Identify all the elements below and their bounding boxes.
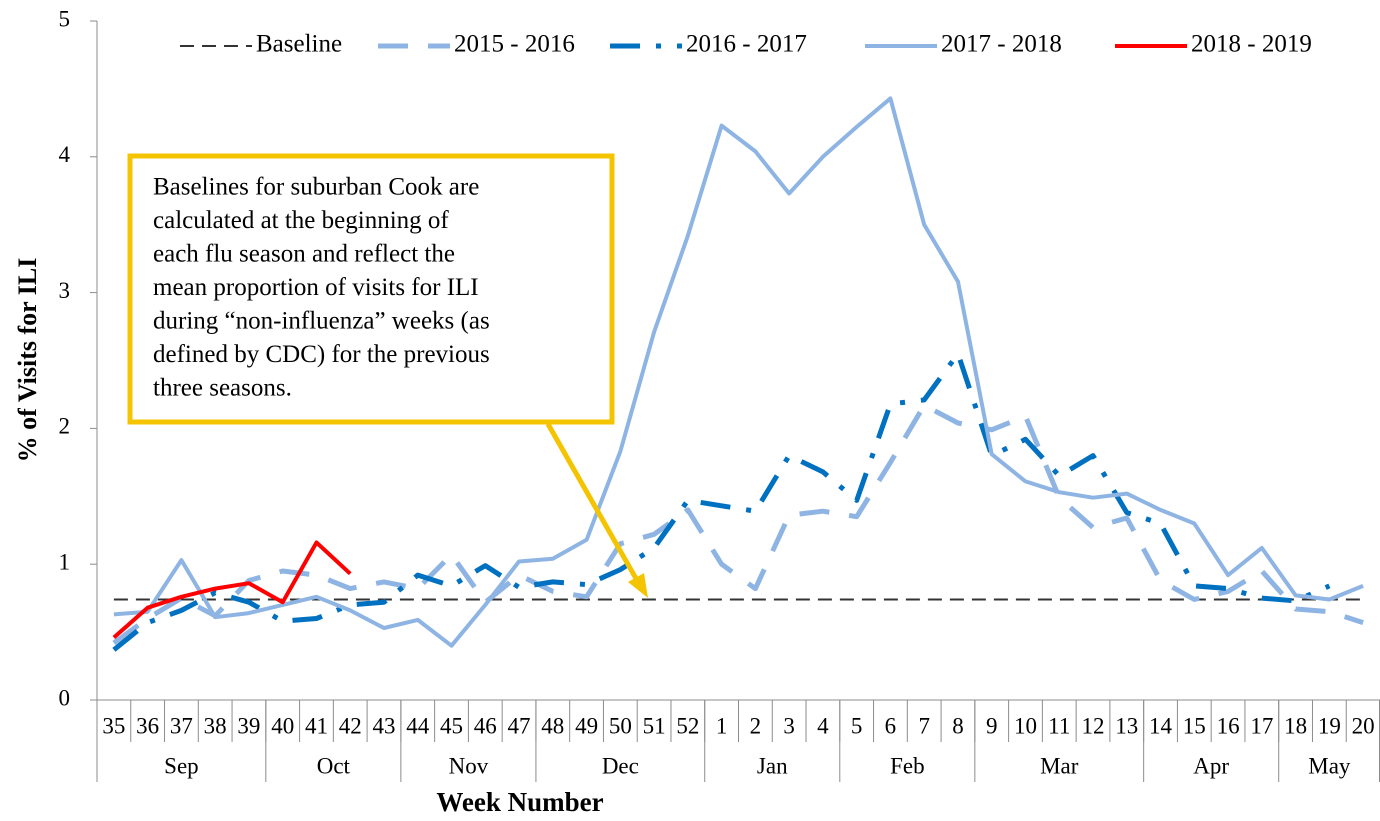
annotation-text: calculated at the beginning of bbox=[153, 207, 449, 234]
annotation-text: each flu season and reflect the bbox=[153, 241, 455, 268]
month-label: Oct bbox=[317, 753, 351, 778]
x-tick-label: 5 bbox=[851, 713, 863, 738]
x-tick-label: 1 bbox=[716, 713, 728, 738]
y-tick-label: 2 bbox=[59, 414, 71, 439]
month-label: Nov bbox=[449, 753, 489, 778]
x-tick-label: 40 bbox=[271, 713, 294, 738]
series-line bbox=[112, 540, 352, 639]
x-tick-label: 37 bbox=[170, 713, 193, 738]
x-tick-label: 48 bbox=[541, 713, 564, 738]
x-tick-label: 44 bbox=[406, 713, 430, 738]
x-tick-label: 7 bbox=[918, 713, 930, 738]
x-tick-label: 18 bbox=[1284, 713, 1307, 738]
legend-label: Baseline bbox=[256, 31, 342, 58]
x-tick-label: 16 bbox=[1217, 713, 1240, 738]
x-tick-label: 13 bbox=[1115, 713, 1138, 738]
month-label: Jan bbox=[757, 753, 788, 778]
annotation-text: mean proportion of visits for ILI bbox=[153, 274, 479, 301]
x-tick-label: 10 bbox=[1014, 713, 1037, 738]
x-tick-label: 3 bbox=[783, 713, 795, 738]
x-tick-label: 4 bbox=[817, 713, 829, 738]
x-tick-label: 35 bbox=[102, 713, 125, 738]
annotation-text: three seasons. bbox=[153, 375, 292, 402]
month-label: Feb bbox=[890, 753, 925, 778]
x-tick-label: 45 bbox=[440, 713, 463, 738]
month-label: Apr bbox=[1193, 753, 1229, 778]
series-line bbox=[113, 96, 1364, 648]
x-axis-title: Week Number bbox=[436, 787, 603, 817]
y-axis-title: % of Visits for ILI bbox=[13, 258, 42, 463]
annotation-text: Baselines for suburban Cook are bbox=[153, 174, 479, 201]
y-tick-label: 0 bbox=[59, 685, 71, 710]
x-tick-label: 42 bbox=[339, 713, 362, 738]
legend-label: 2018 - 2019 bbox=[1191, 31, 1312, 58]
x-tick-label: 8 bbox=[952, 713, 964, 738]
x-tick-label: 47 bbox=[508, 713, 531, 738]
x-tick-label: 11 bbox=[1048, 713, 1070, 738]
y-tick-label: 4 bbox=[59, 142, 71, 167]
month-label: Mar bbox=[1040, 753, 1079, 778]
x-tick-label: 36 bbox=[136, 713, 159, 738]
annotation-text: defined by CDC) for the previous bbox=[153, 341, 490, 368]
month-label: Dec bbox=[602, 753, 639, 778]
x-tick-label: 43 bbox=[372, 713, 395, 738]
x-tick-label: 41 bbox=[305, 713, 328, 738]
x-tick-label: 2 bbox=[750, 713, 762, 738]
x-tick-label: 51 bbox=[643, 713, 666, 738]
x-tick-label: 49 bbox=[575, 713, 598, 738]
x-tick-label: 19 bbox=[1318, 713, 1341, 738]
x-tick-label: 15 bbox=[1183, 713, 1206, 738]
x-tick-label: 52 bbox=[676, 713, 699, 738]
x-tick-label: 20 bbox=[1352, 713, 1375, 738]
legend-label: 2016 - 2017 bbox=[686, 31, 807, 58]
annotation-arrow bbox=[545, 422, 641, 584]
legend-label: 2015 - 2016 bbox=[454, 31, 575, 58]
x-tick-label: 12 bbox=[1082, 713, 1105, 738]
x-tick-label: 38 bbox=[204, 713, 227, 738]
x-tick-label: 6 bbox=[885, 713, 897, 738]
x-tick-label: 46 bbox=[474, 713, 497, 738]
annotation-box bbox=[127, 153, 615, 425]
x-tick-label: 39 bbox=[237, 713, 260, 738]
month-label: Sep bbox=[164, 753, 199, 778]
x-tick-label: 14 bbox=[1149, 713, 1173, 738]
arrow-head bbox=[628, 573, 648, 598]
y-tick-label: 3 bbox=[59, 278, 71, 303]
series-line bbox=[112, 351, 1331, 652]
y-tick-label: 5 bbox=[59, 6, 71, 31]
y-tick-label: 1 bbox=[59, 549, 71, 574]
x-tick-label: 17 bbox=[1250, 713, 1273, 738]
x-tick-label: 9 bbox=[986, 713, 998, 738]
series-line bbox=[112, 402, 1364, 646]
x-tick-label: 50 bbox=[609, 713, 632, 738]
annotation-text: during “non-influenza” weeks (as bbox=[153, 308, 490, 335]
month-label: May bbox=[1308, 753, 1351, 778]
legend-label: 2017 - 2018 bbox=[941, 31, 1062, 58]
